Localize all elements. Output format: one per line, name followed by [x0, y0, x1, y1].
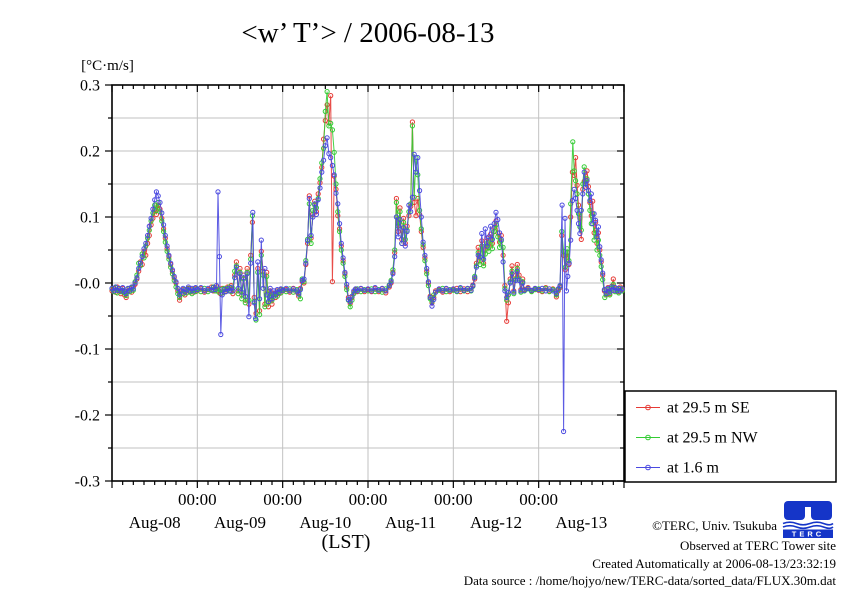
legend-marker: [645, 464, 651, 471]
logo-text: TERC: [792, 530, 824, 539]
y-axis-unit-label: [°C·m/s]: [81, 58, 134, 74]
x-date-label: Aug-11: [385, 513, 436, 532]
x-tick-label: 00:00: [519, 490, 558, 509]
logo-tower-left: [784, 501, 805, 520]
legend-marker: [645, 404, 651, 411]
footer-created-timestamp: Created Automatically at 2006-08-13/23:3…: [592, 556, 836, 571]
y-tick-label: -0.3: [75, 474, 100, 491]
legend: at 29.5 m SE at 29.5 m NW at 1.6 m: [624, 390, 837, 483]
y-tick-label: -0.2: [75, 408, 100, 425]
y-tick-label: 0.3: [80, 78, 100, 95]
legend-item-label: at 29.5 m SE: [667, 400, 750, 417]
footer-copyright: ©TERC, Univ. Tsukuba: [652, 518, 777, 533]
y-tick-label: 0.2: [80, 144, 100, 161]
x-date-label: Aug-12: [470, 513, 522, 532]
x-date-label: Aug-09: [214, 513, 266, 532]
legend-item-label: at 1.6 m: [667, 460, 720, 477]
grid: [112, 85, 624, 481]
x-tick-label: 00:00: [434, 490, 473, 509]
legend-marker: [645, 434, 651, 441]
x-tick-label: 00:00: [263, 490, 302, 509]
series-1-6m: [109, 135, 625, 435]
y-tick-label: -0.0: [75, 276, 100, 293]
footer-observed-site: Observed at TERC Tower site: [679, 538, 836, 553]
x-tick-label: 00:00: [178, 490, 217, 509]
plot-border: [111, 84, 625, 482]
logo-tower-right: [811, 501, 832, 520]
logo-bridge: [800, 501, 816, 507]
tick-labels: 0.3 0.2 0.1 -0.0 -0.1 -0.2 -0.3 00:00 00:00 00:00…: [75, 78, 608, 533]
terc-logo: TERC: [782, 501, 834, 539]
logo-wave-2: [782, 524, 834, 530]
page-title: <w’ T’> / 2006-08-13: [241, 17, 495, 49]
footer-data-source: Data source : /home/hojyo/new/TERC-data/…: [463, 573, 836, 588]
logo-band: [783, 529, 833, 538]
x-date-label: Aug-10: [299, 513, 351, 532]
y-tick-label: 0.1: [80, 210, 100, 227]
x-axis-label: (LST): [321, 531, 371, 553]
x-tick-label: 00:00: [349, 490, 388, 509]
legend-item-label: at 29.5 m NW: [667, 430, 759, 447]
x-date-label: Aug-13: [555, 513, 607, 532]
legend-box: [624, 390, 837, 483]
series-markers: [109, 135, 625, 435]
x-date-label: Aug-08: [129, 513, 181, 532]
logo-wave-1: [782, 521, 834, 526]
logo-water-drop: [806, 508, 810, 516]
y-tick-label: -0.1: [75, 342, 100, 359]
